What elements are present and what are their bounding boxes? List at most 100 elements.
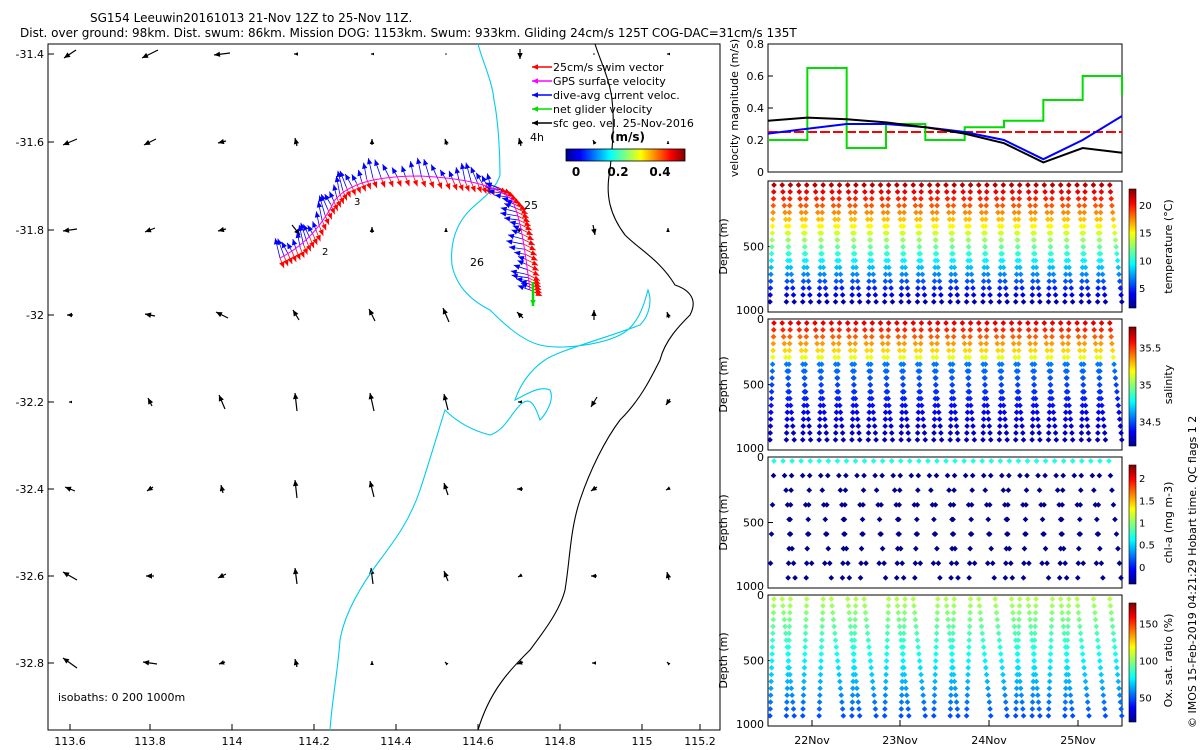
profile-point bbox=[1025, 320, 1031, 326]
profile-point bbox=[861, 182, 867, 188]
profile-point bbox=[949, 531, 956, 537]
profile-point bbox=[788, 271, 795, 278]
profile-point bbox=[1062, 685, 1069, 692]
profile-point bbox=[786, 623, 793, 630]
profile-point bbox=[882, 685, 889, 692]
profile-point bbox=[967, 609, 973, 616]
profile-point bbox=[1025, 327, 1032, 333]
profile-point bbox=[1065, 616, 1071, 623]
profile-point bbox=[943, 320, 949, 326]
profile-point bbox=[965, 257, 971, 264]
profile-point bbox=[991, 575, 998, 581]
profile-point bbox=[1032, 209, 1038, 216]
profile-point bbox=[1097, 664, 1104, 671]
profile-point bbox=[899, 685, 905, 692]
profile-point bbox=[1091, 327, 1097, 333]
swim-vector bbox=[305, 241, 312, 252]
profile-point bbox=[1006, 472, 1012, 479]
profile-point bbox=[1058, 603, 1065, 609]
profile-point bbox=[768, 664, 775, 671]
profile-point bbox=[1044, 216, 1051, 223]
profile-point bbox=[934, 603, 941, 609]
profile-point bbox=[1116, 271, 1122, 278]
profile-point bbox=[806, 472, 813, 479]
profile-point bbox=[931, 516, 937, 523]
profile-point bbox=[819, 630, 825, 637]
profile-point bbox=[822, 416, 828, 423]
profile-point bbox=[900, 223, 907, 230]
profile-point bbox=[879, 472, 885, 479]
swim-vector bbox=[470, 181, 476, 193]
profile-point bbox=[945, 616, 951, 623]
profile-point bbox=[1085, 706, 1092, 712]
profile-point bbox=[906, 458, 913, 464]
profile-point bbox=[897, 630, 904, 637]
profile-point bbox=[1059, 202, 1066, 209]
profile-point bbox=[814, 209, 821, 216]
dac-vector bbox=[324, 193, 331, 205]
profile-point bbox=[933, 223, 940, 230]
profile-point bbox=[1090, 596, 1097, 602]
profile-point bbox=[850, 658, 857, 664]
profile-point bbox=[869, 671, 875, 678]
profile-point bbox=[876, 516, 883, 523]
profile-point bbox=[1032, 216, 1038, 223]
profile-point bbox=[1102, 299, 1109, 305]
profile-point bbox=[848, 354, 855, 361]
profile-point bbox=[951, 189, 957, 195]
profile-point bbox=[894, 182, 900, 188]
profile-point bbox=[899, 671, 906, 678]
profile-point bbox=[1064, 368, 1071, 374]
profile-point bbox=[934, 182, 941, 188]
profile-point bbox=[983, 195, 990, 202]
profile-point bbox=[801, 678, 807, 685]
profile-point bbox=[1097, 216, 1104, 223]
profile-point bbox=[980, 299, 986, 305]
section-cbar-label: temperature (°C) bbox=[1162, 199, 1175, 293]
profile-point bbox=[1062, 416, 1069, 423]
profile-point bbox=[1094, 299, 1101, 305]
profile-point bbox=[1068, 423, 1075, 429]
profile-point bbox=[912, 340, 919, 347]
profile-point bbox=[833, 271, 840, 278]
profile-point bbox=[1042, 327, 1048, 333]
profile-point bbox=[1064, 223, 1071, 230]
section-ylabel: Depth (m) bbox=[717, 632, 730, 688]
profile-point bbox=[829, 333, 836, 340]
profile-point bbox=[1079, 257, 1086, 264]
profile-point bbox=[987, 292, 993, 298]
profile-point bbox=[966, 630, 973, 637]
profile-point bbox=[1065, 333, 1072, 340]
profile-point bbox=[1059, 333, 1065, 340]
profile-point bbox=[933, 472, 940, 479]
profile-point bbox=[1081, 333, 1088, 340]
profile-point bbox=[1096, 375, 1103, 381]
profile-point bbox=[1002, 278, 1008, 285]
profile-point bbox=[802, 230, 808, 236]
dac-vector bbox=[511, 229, 522, 235]
profile-point bbox=[895, 516, 902, 523]
profile-point bbox=[833, 278, 840, 285]
profile-point bbox=[949, 382, 955, 388]
dac-vector bbox=[475, 172, 483, 184]
dac-vector bbox=[391, 167, 398, 177]
section-cbar-tick: 5 bbox=[1139, 284, 1145, 295]
profile-point bbox=[784, 285, 790, 291]
profile-point bbox=[1098, 671, 1105, 678]
profile-point bbox=[1048, 223, 1054, 230]
profile-point bbox=[934, 320, 941, 326]
profile-point bbox=[1060, 209, 1067, 216]
profile-point bbox=[852, 347, 858, 354]
profile-point bbox=[895, 531, 902, 537]
profile-point bbox=[822, 516, 829, 523]
profile-point bbox=[949, 244, 955, 250]
profile-point bbox=[1075, 333, 1082, 340]
profile-point bbox=[896, 501, 903, 508]
profile-point bbox=[1101, 699, 1107, 705]
profile-point bbox=[934, 189, 941, 195]
profile-point bbox=[1078, 292, 1085, 298]
profile-point bbox=[1030, 402, 1037, 409]
profile-point bbox=[800, 278, 807, 285]
profile-point bbox=[960, 189, 966, 195]
profile-point bbox=[787, 182, 794, 188]
